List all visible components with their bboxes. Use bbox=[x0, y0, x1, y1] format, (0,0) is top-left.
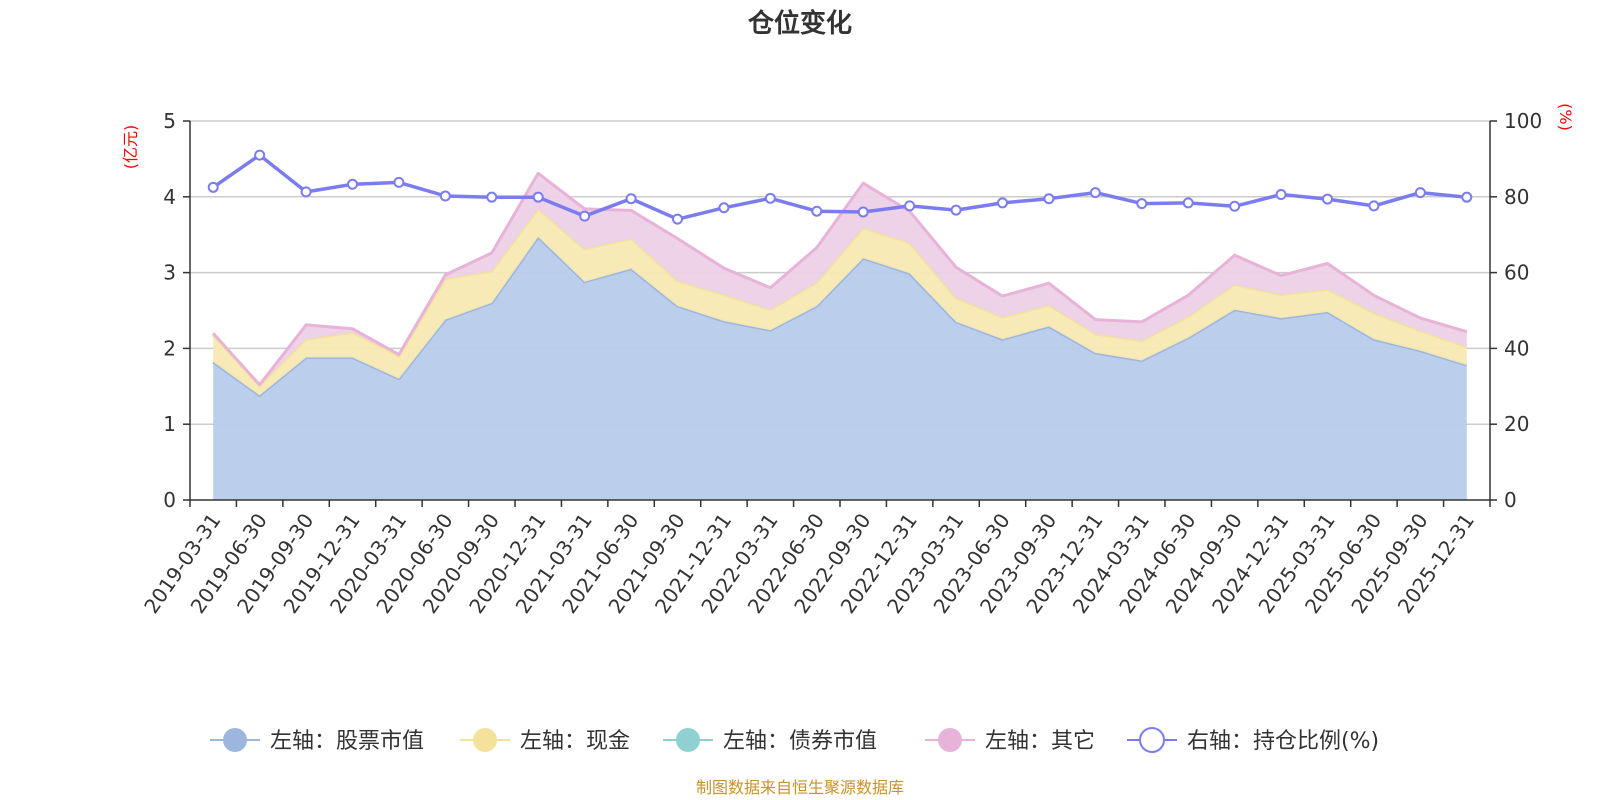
ratio-point bbox=[254, 149, 266, 161]
ratio-point bbox=[764, 192, 776, 204]
legend-marker-2 bbox=[676, 728, 700, 752]
ratio-point bbox=[1043, 193, 1055, 205]
ratio-point bbox=[1368, 200, 1380, 212]
ratio-point bbox=[532, 191, 544, 203]
ratio-point bbox=[579, 210, 591, 222]
left-axis-tick-label: 4 bbox=[163, 185, 176, 209]
legend-marker-4 bbox=[1139, 727, 1165, 753]
left-axis-tick-label: 2 bbox=[163, 336, 176, 360]
ratio-point bbox=[811, 205, 823, 217]
ratio-point bbox=[672, 213, 683, 225]
ratio-point bbox=[300, 186, 312, 198]
left-axis-tick-label: 0 bbox=[163, 488, 176, 512]
legend-label-2: 左轴：债券市值 bbox=[723, 729, 877, 754]
ratio-point bbox=[1229, 200, 1241, 212]
left-axis-tick-label: 5 bbox=[163, 109, 176, 133]
right-axis-tick-label: 0 bbox=[1504, 488, 1517, 512]
right-axis-tick-label: 100 bbox=[1504, 109, 1542, 133]
ratio-point bbox=[347, 178, 358, 190]
right-axis-tick-label: 40 bbox=[1504, 336, 1529, 360]
chart-title: 仓位变化 bbox=[747, 8, 852, 39]
right-axis-tick-label: 60 bbox=[1504, 261, 1529, 285]
legend-marker-3 bbox=[938, 728, 962, 752]
ratio-point bbox=[393, 176, 405, 188]
ratio-point bbox=[486, 191, 498, 203]
ratio-point bbox=[1275, 189, 1287, 201]
ratio-point bbox=[625, 193, 637, 205]
ratio-point bbox=[207, 181, 219, 193]
legend-label-3: 左轴：其它 bbox=[985, 729, 1095, 754]
left-axis-tick-label: 1 bbox=[163, 412, 176, 436]
area-edge-3 bbox=[212, 171, 1468, 387]
ratio-point bbox=[1461, 191, 1473, 203]
ratio-point bbox=[997, 197, 1008, 209]
legend-label-1: 左轴：现金 bbox=[520, 729, 630, 754]
data-source-footer: 制图数据来自恒生聚源数据库 bbox=[696, 778, 904, 797]
ratio-point bbox=[439, 190, 451, 202]
legend-label-4: 右轴：持仓比例(%) bbox=[1187, 729, 1379, 754]
legend-marker-0 bbox=[223, 728, 247, 752]
right-axis-name: (%) bbox=[1556, 103, 1575, 131]
right-axis-tick-label: 80 bbox=[1504, 185, 1529, 209]
ratio-point bbox=[1089, 187, 1101, 199]
legend-marker-1 bbox=[473, 728, 497, 752]
ratio-point bbox=[1136, 198, 1148, 210]
ratio-point bbox=[1322, 193, 1333, 205]
ratio-point bbox=[857, 206, 869, 218]
ratio-point bbox=[1414, 187, 1426, 199]
area-0 bbox=[213, 237, 1467, 500]
ratio-line bbox=[212, 153, 1467, 221]
area-3 bbox=[213, 173, 1467, 386]
right-axis-tick-label: 20 bbox=[1504, 412, 1529, 436]
ratio-point bbox=[1182, 197, 1194, 209]
left-axis-tick-label: 3 bbox=[163, 261, 176, 285]
left-axis-name: (亿元) bbox=[121, 125, 140, 170]
area-1 bbox=[213, 208, 1467, 396]
ratio-point bbox=[718, 202, 730, 214]
legend-label-0: 左轴：股票市值 bbox=[270, 729, 424, 754]
ratio-point bbox=[904, 200, 916, 212]
ratio-point bbox=[950, 204, 962, 216]
